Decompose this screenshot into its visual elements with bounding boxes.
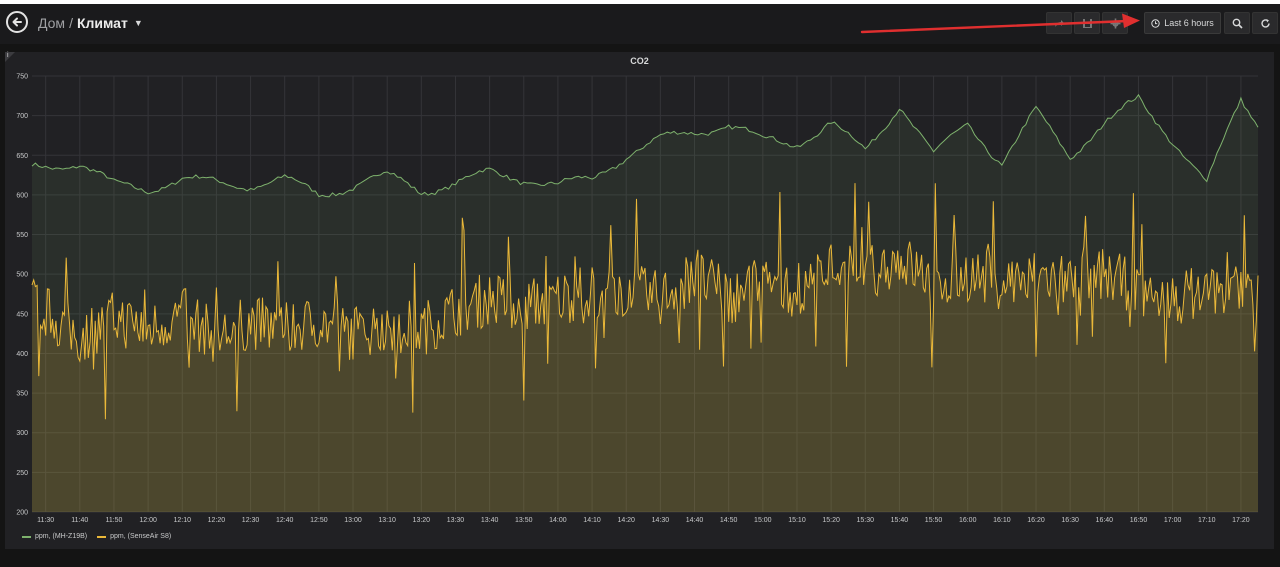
legend-item-senseair-s8[interactable]: ppm, (SenseAir S8) <box>97 533 171 540</box>
chevron-down-icon[interactable]: ▼ <box>133 18 143 28</box>
y-tick-label: 300 <box>16 430 28 437</box>
y-tick-label: 250 <box>16 470 28 477</box>
back-arrow-icon <box>12 17 22 27</box>
x-tick-label: 15:00 <box>754 517 772 524</box>
x-tick-label: 17:10 <box>1198 517 1216 524</box>
x-tick-label: 13:10 <box>378 517 396 524</box>
legend-swatch-green <box>22 535 31 538</box>
y-tick-label: 550 <box>16 232 28 239</box>
x-tick-label: 14:50 <box>720 517 738 524</box>
x-tick-label: 14:40 <box>686 517 704 524</box>
y-tick-label: 650 <box>16 153 28 160</box>
x-tick-label: 16:10 <box>993 517 1011 524</box>
series-area-senseair-s8 <box>32 183 1258 512</box>
x-tick-label: 13:00 <box>344 517 362 524</box>
x-tick-label: 12:00 <box>139 517 157 524</box>
y-tick-label: 400 <box>16 351 28 358</box>
panel-corner <box>5 52 15 62</box>
x-tick-label: 15:30 <box>857 517 875 524</box>
top-strip <box>0 0 1280 4</box>
y-tick-label: 350 <box>16 391 28 398</box>
breadcrumb-parent[interactable]: Дом <box>38 15 66 31</box>
series-line-mh-z19b <box>31 93 1259 198</box>
legend-label: ppm, (MH-Z19B) <box>35 533 88 540</box>
x-tick-label: 12:20 <box>208 517 226 524</box>
dashboard-title[interactable]: Климат <box>76 15 128 31</box>
x-tick-label: 15:40 <box>891 517 909 524</box>
time-range-picker[interactable]: Last 6 hours <box>1144 12 1221 34</box>
x-tick-label: 12:10 <box>173 517 191 524</box>
x-tick-label: 17:00 <box>1164 517 1182 524</box>
x-tick-label: 15:20 <box>822 517 840 524</box>
x-tick-label: 13:30 <box>447 517 465 524</box>
x-tick-label: 17:20 <box>1232 517 1250 524</box>
x-tick-label: 14:00 <box>549 517 567 524</box>
x-tick-label: 12:50 <box>310 517 328 524</box>
series-area-mh-z19b <box>32 94 1258 513</box>
x-tick-label: 13:40 <box>481 517 499 524</box>
y-tick-label: 750 <box>16 74 28 81</box>
time-range-label: Last 6 hours <box>1164 18 1214 28</box>
refresh-button[interactable] <box>1252 12 1278 34</box>
series-line-senseair-s8 <box>31 183 1259 420</box>
y-tick-label: 700 <box>16 113 28 120</box>
refresh-icon <box>1260 18 1270 28</box>
y-tick-label: 200 <box>16 510 28 517</box>
x-tick-label: 14:30 <box>652 517 670 524</box>
x-tick-label: 16:40 <box>1096 517 1114 524</box>
legend-swatch-yellow <box>97 535 107 538</box>
x-tick-label: 13:50 <box>515 517 533 524</box>
legend-item-mh-z19b[interactable]: ppm, (MH-Z19B) <box>22 533 87 540</box>
zoom-out-button[interactable] <box>1224 12 1250 34</box>
y-tick-label: 500 <box>16 272 28 279</box>
y-tick-label: 600 <box>16 192 28 199</box>
navbar: Дом / Климат ▼ <box>0 4 1280 44</box>
x-tick-label: 11:40 <box>71 517 88 524</box>
x-tick-label: 12:40 <box>276 517 294 524</box>
x-tick-label: 16:30 <box>1061 517 1079 524</box>
x-tick-label: 16:20 <box>1027 517 1045 524</box>
x-tick-label: 15:50 <box>925 517 943 524</box>
legend: ppm, (MH-Z19B) ppm, (SenseAir S8) <box>22 533 171 540</box>
x-tick-label: 14:10 <box>583 517 601 524</box>
annotation-arrow-head <box>1122 13 1140 28</box>
breadcrumb: Дом / Климат ▼ <box>38 15 143 31</box>
x-tick-label: 11:30 <box>37 517 54 524</box>
x-tick-label: 15:10 <box>788 517 806 524</box>
zoom-out-icon <box>1232 18 1243 29</box>
y-tick-label: 450 <box>16 311 28 318</box>
x-tick-label: 16:50 <box>1130 517 1148 524</box>
clock-icon <box>1151 18 1160 28</box>
panel-title[interactable]: CO2 <box>630 56 649 66</box>
x-tick-label: 13:20 <box>413 517 431 524</box>
x-tick-label: 16:00 <box>959 517 977 524</box>
x-tick-label: 12:30 <box>242 517 260 524</box>
annotation-arrow-line <box>860 19 1130 34</box>
legend-label: ppm, (SenseAir S8) <box>110 533 172 540</box>
panel-info-icon[interactable]: i <box>7 52 9 59</box>
x-tick-label: 11:50 <box>105 517 122 524</box>
x-tick-label: 14:20 <box>617 517 635 524</box>
breadcrumb-separator: / <box>69 15 73 31</box>
back-button[interactable] <box>6 11 28 33</box>
